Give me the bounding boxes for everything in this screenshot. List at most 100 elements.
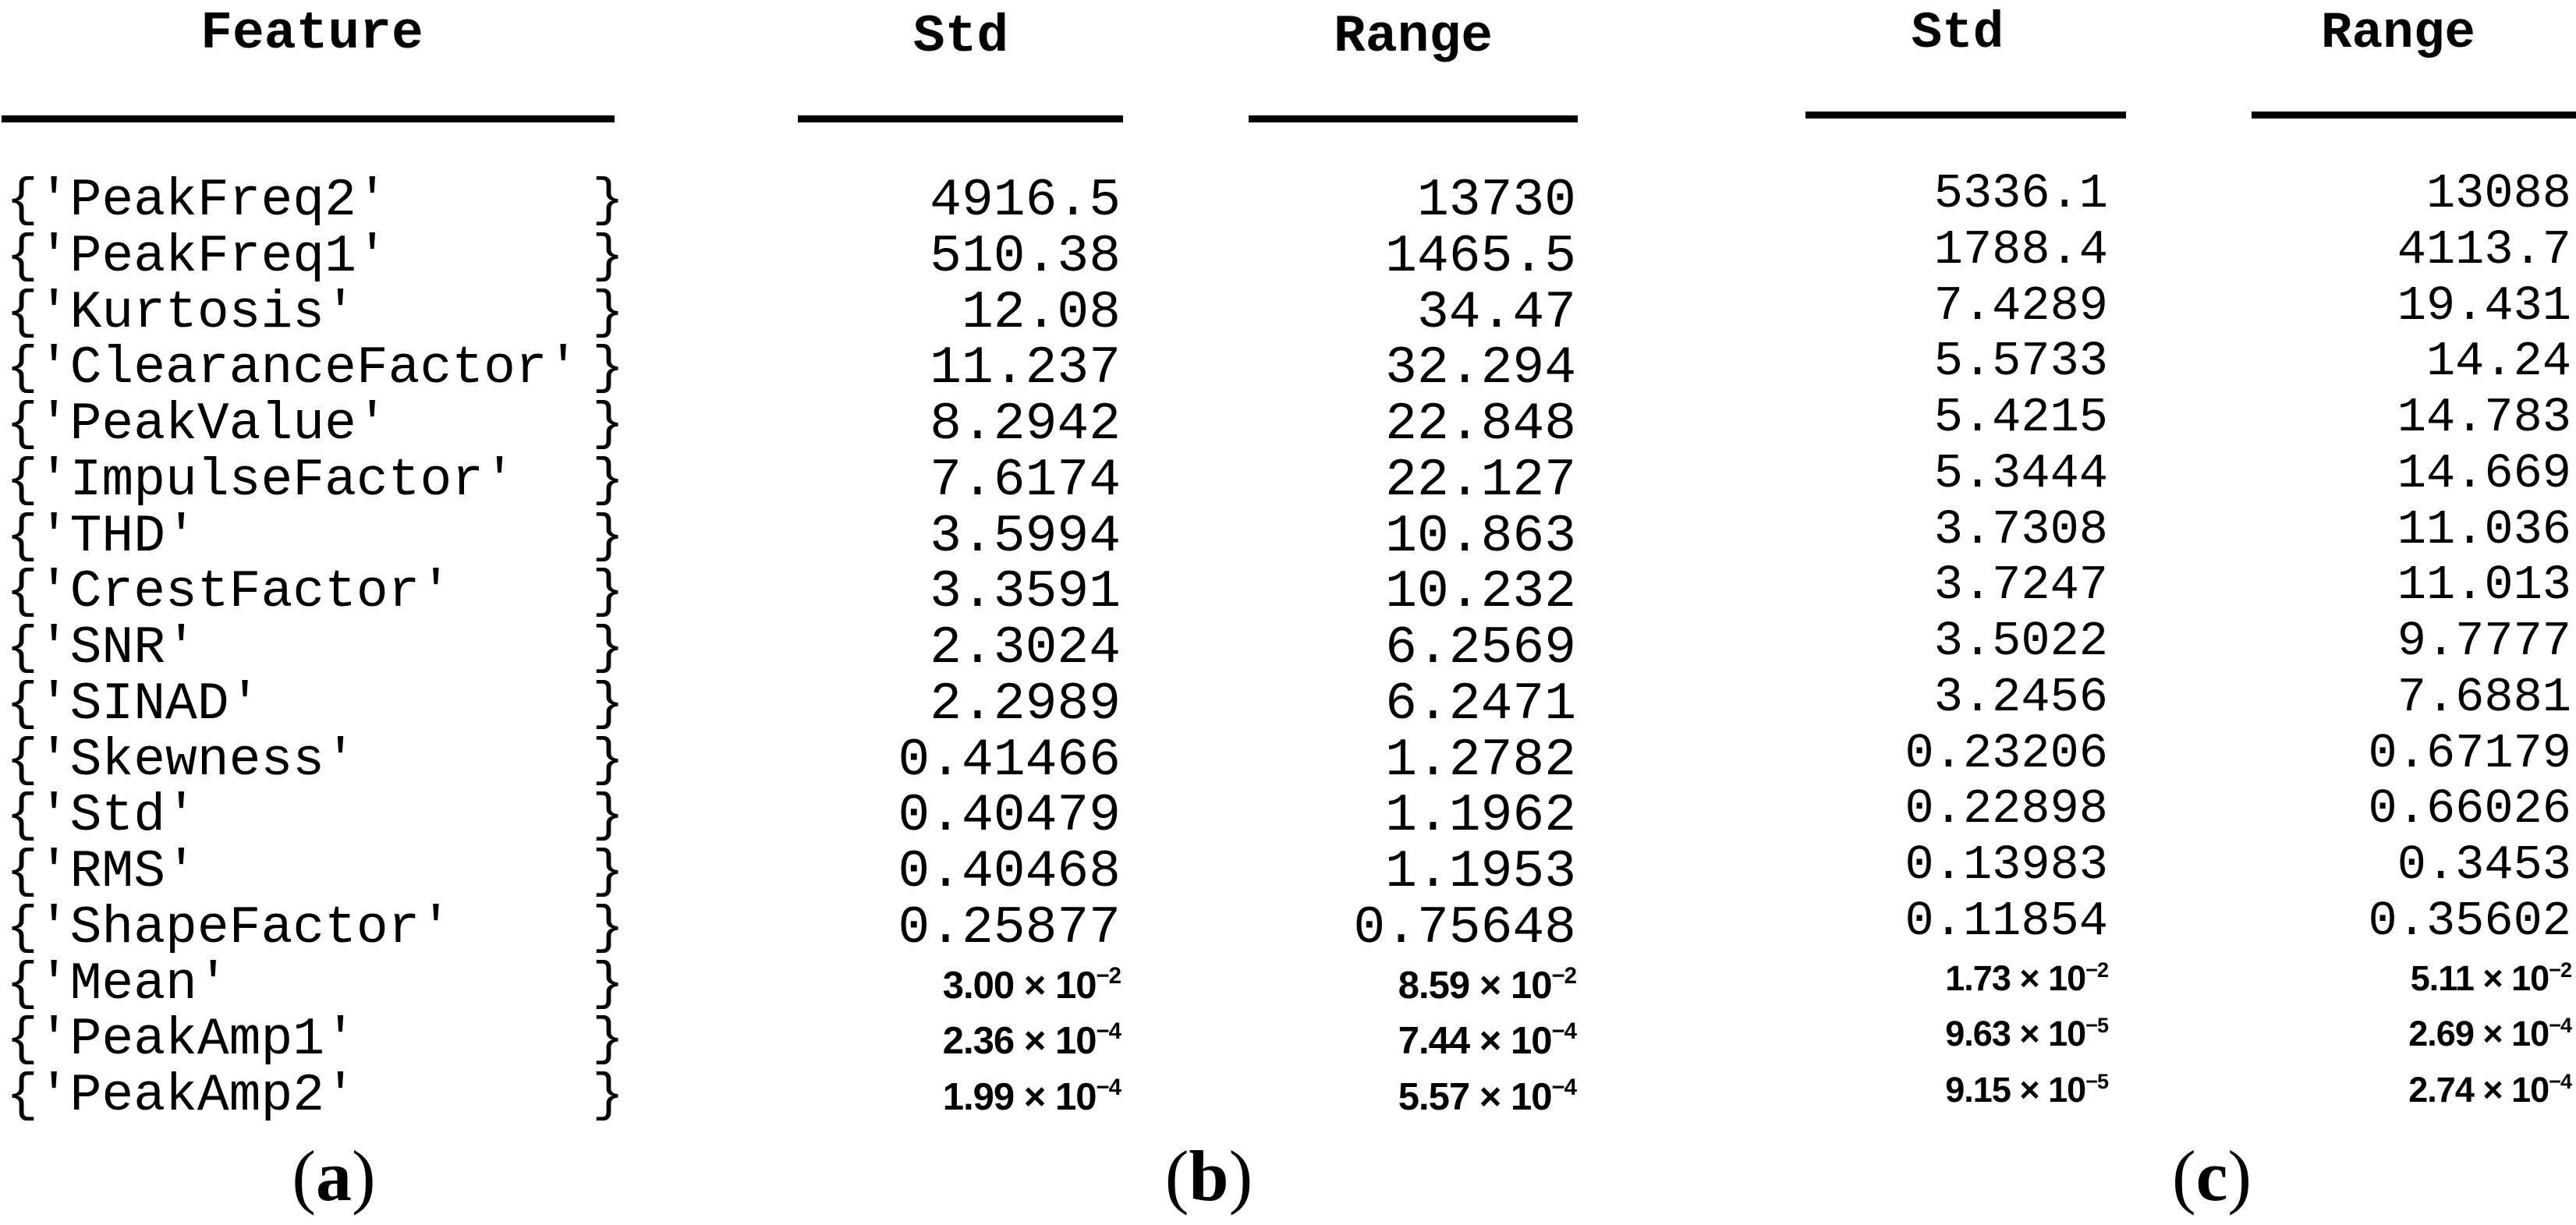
value-range-b: 22.848	[1264, 398, 1576, 451]
value-text: 8.2942	[930, 395, 1121, 455]
table-row: {'CrestFactor'} 3.3591 10.232 3.7247 11.013	[0, 561, 2576, 622]
value-text: 0.66026	[2368, 781, 2571, 837]
value-text: 22.127	[1385, 451, 1576, 511]
value-std-b: 3.00 × 10−2	[809, 958, 1121, 1011]
value-text: 0.25877	[898, 898, 1121, 958]
feature-closing-brace: }	[592, 618, 624, 678]
exponent: −4	[1551, 1018, 1577, 1045]
exponent: −4	[1551, 1075, 1577, 1101]
value-range-b: 10.232	[1264, 566, 1576, 619]
value-std-c: 3.7308	[1796, 506, 2108, 554]
column-header-range-b: Range	[1333, 7, 1494, 67]
value-text: 4916.5	[930, 171, 1121, 231]
feature-closing-brace: }	[592, 395, 624, 455]
table-row: {'RMS'} 0.40468 1.1953 0.13983 0.3453	[0, 841, 2576, 902]
feature-name-text: {'SINAD'	[6, 674, 261, 735]
value-text: 7.44 × 10−4	[1398, 1018, 1577, 1062]
value-range-b: 32.294	[1264, 342, 1576, 395]
value-range-b: 1.2782	[1264, 735, 1576, 788]
caption-letter: b	[1189, 1136, 1229, 1216]
value-range-b: 13730	[1264, 175, 1576, 228]
value-text: 0.40479	[898, 786, 1121, 846]
value-text: 14.24	[2425, 334, 2571, 389]
feature-name-cell: {'ClearanceFactor'}	[6, 342, 624, 395]
value-std-b: 12.08	[809, 287, 1121, 340]
value-std-c: 9.63 × 10−5	[1796, 1009, 2109, 1057]
value-std-b: 0.25877	[809, 902, 1121, 955]
value-range-b: 1465.5	[1264, 231, 1576, 284]
feature-closing-brace: }	[592, 507, 624, 567]
feature-name-cell: {'PeakAmp2'}	[6, 1070, 624, 1123]
value-std-c: 0.13983	[1796, 841, 2108, 890]
table-row: {'THD'} 3.5994 10.863 3.7308 11.036	[0, 506, 2576, 567]
caption-paren-open: (	[1164, 1136, 1189, 1216]
value-text: 5.57 × 10−4	[1398, 1075, 1577, 1118]
value-text: 1.73 × 10−2	[1945, 958, 2109, 998]
feature-name-text: {'THD'	[6, 507, 197, 567]
value-text: 0.11854	[1905, 894, 2108, 949]
value-std-b: 2.2989	[809, 678, 1121, 731]
value-std-c: 0.22898	[1796, 785, 2108, 834]
feature-name-text: {'SNR'	[6, 618, 197, 678]
feature-name-text: {'ImpulseFactor'	[6, 451, 516, 511]
value-range-b: 7.44 × 10−4	[1264, 1014, 1577, 1067]
feature-name-text: {'RMS'	[6, 842, 197, 902]
value-std-b: 2.3024	[809, 622, 1121, 675]
feature-closing-brace: }	[592, 786, 624, 846]
feature-closing-brace: }	[592, 171, 624, 231]
feature-name-cell: {'RMS'}	[6, 846, 624, 899]
value-std-c: 5.3444	[1796, 450, 2108, 498]
feature-name-text: {'PeakValue'	[6, 395, 388, 455]
value-text: 0.13983	[1905, 837, 2108, 893]
value-text: 2.3024	[930, 618, 1121, 678]
subfigure-label-b: (b)	[1165, 1140, 1253, 1212]
value-std-c: 1.73 × 10−2	[1796, 954, 2109, 1002]
exponent: −4	[1096, 1018, 1121, 1045]
table-row: {'PeakFreq1'} 510.38 1465.5 1788.4 4113.7	[0, 226, 2576, 287]
value-text: 3.7247	[1933, 558, 2108, 613]
value-text: 6.2569	[1385, 618, 1576, 678]
value-text: 7.6881	[2397, 670, 2571, 725]
value-text: 11.237	[930, 338, 1121, 398]
value-std-c: 3.5022	[1796, 618, 2108, 666]
table-row: {'PeakAmp2'} 1.99 × 10−4 5.57 × 10−4 9.15 ×…	[0, 1070, 2576, 1126]
value-std-c: 5.4215	[1796, 394, 2108, 442]
value-text: 9.15 × 10−5	[1945, 1069, 2109, 1110]
column-header-std-b: Std	[912, 7, 1009, 67]
feature-name-text: {'PeakAmp2'	[6, 1066, 356, 1126]
table-row: {'PeakAmp1'} 2.36 × 10−4 7.44 × 10−4 9.63 ×…	[0, 1014, 2576, 1070]
value-range-c: 0.66026	[2259, 785, 2571, 834]
value-std-c: 1788.4	[1796, 226, 2108, 274]
caption-letter: a	[316, 1136, 352, 1216]
value-text: 5.5733	[1933, 334, 2108, 389]
value-text: 11.013	[2397, 558, 2571, 613]
feature-name-cell: {'CrestFactor'}	[6, 566, 624, 619]
value-std-b: 0.40468	[809, 846, 1121, 899]
value-text: 11.036	[2397, 502, 2571, 558]
value-text: 22.848	[1385, 395, 1576, 455]
caption-paren-close: )	[2227, 1136, 2252, 1216]
feature-closing-brace: }	[592, 731, 624, 791]
value-range-c: 14.24	[2259, 338, 2571, 386]
value-text: 19.431	[2397, 278, 2571, 334]
value-text: 5.3444	[1933, 446, 2108, 501]
value-std-c: 0.11854	[1796, 898, 2108, 946]
feature-name-cell: {'THD'}	[6, 511, 624, 564]
value-text: 0.75648	[1353, 898, 1576, 958]
value-range-c: 7.6881	[2259, 674, 2571, 722]
value-text: 2.36 × 10−4	[942, 1018, 1121, 1062]
value-range-c: 9.7777	[2259, 618, 2571, 666]
feature-closing-brace: }	[592, 451, 624, 511]
table-row: {'Mean'} 3.00 × 10−2 8.59 × 10−2 1.73 × 10−…	[0, 958, 2576, 1014]
feature-closing-brace: }	[592, 954, 624, 1014]
value-text: 0.41466	[898, 731, 1121, 791]
exponent: −4	[2549, 1069, 2572, 1093]
value-text: 14.783	[2397, 390, 2571, 445]
subfigure-label-a: (a)	[292, 1140, 375, 1212]
value-std-c: 3.2456	[1796, 674, 2108, 722]
value-range-c: 11.013	[2259, 561, 2571, 610]
value-range-b: 0.75648	[1264, 902, 1576, 955]
value-range-c: 4113.7	[2259, 226, 2571, 274]
value-std-b: 2.36 × 10−4	[809, 1014, 1121, 1067]
table-row: {'SNR'} 2.3024 6.2569 3.5022 9.7777	[0, 618, 2576, 678]
